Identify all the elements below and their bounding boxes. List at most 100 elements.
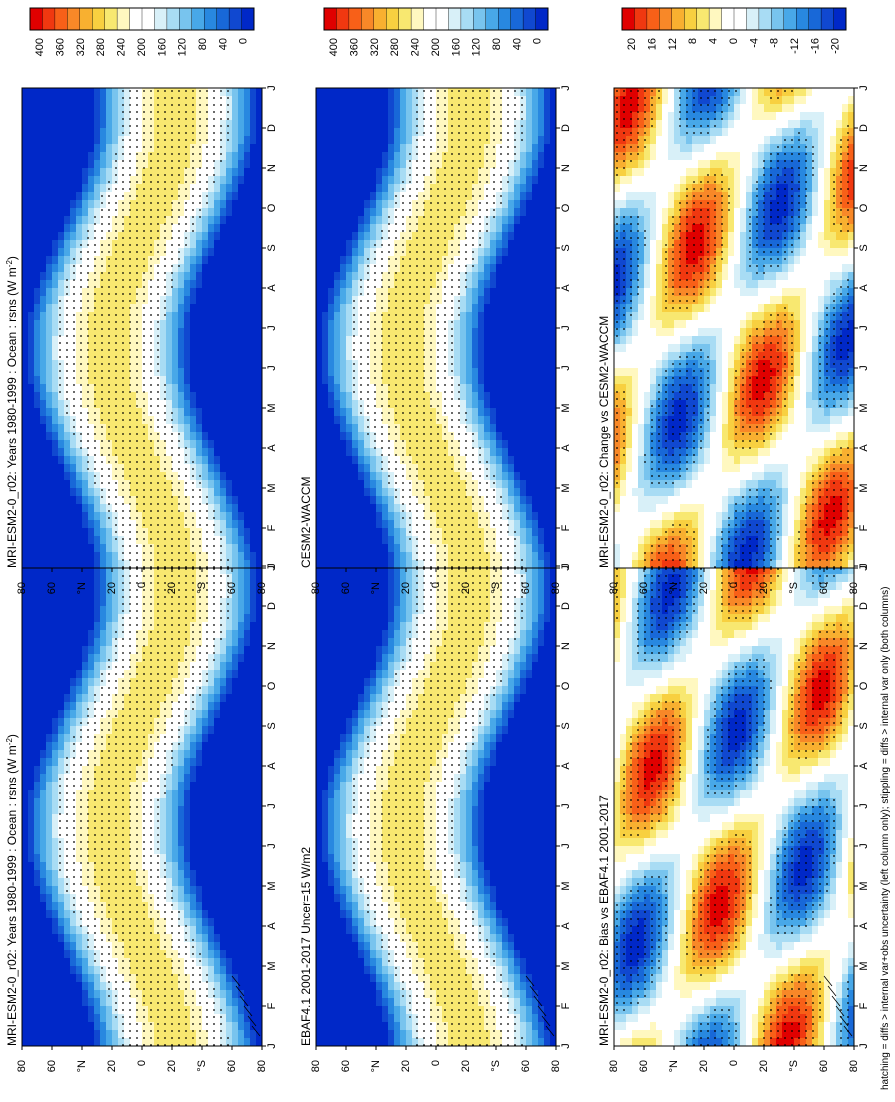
heatmap-cell bbox=[58, 934, 65, 943]
heatmap-cell bbox=[232, 782, 239, 791]
heatmap-cell bbox=[160, 416, 167, 425]
heatmap-cell bbox=[100, 982, 107, 991]
heatmap-cell bbox=[190, 742, 197, 751]
stipple-dot bbox=[213, 596, 215, 598]
heatmap-cell bbox=[88, 432, 95, 441]
heatmap-cell bbox=[112, 112, 119, 121]
stipple-dot bbox=[143, 1037, 145, 1039]
heatmap-cell bbox=[94, 918, 101, 927]
heatmap-cell bbox=[40, 590, 47, 599]
stipple-dot bbox=[192, 967, 194, 969]
month-tick-label: J bbox=[266, 563, 278, 569]
heatmap-cell bbox=[52, 750, 59, 759]
stipple-dot bbox=[143, 680, 145, 682]
stipple-dot bbox=[213, 652, 215, 654]
heatmap-cell bbox=[94, 702, 101, 711]
heatmap-cell bbox=[52, 488, 59, 497]
stipple-dot bbox=[122, 694, 124, 696]
heatmap-cell bbox=[52, 320, 59, 329]
stipple-dot bbox=[122, 610, 124, 612]
stipple-dot bbox=[122, 771, 124, 773]
stipple-dot bbox=[136, 1023, 138, 1025]
heatmap-cell bbox=[136, 240, 143, 249]
stipple-dot bbox=[136, 827, 138, 829]
heatmap-cell bbox=[172, 926, 179, 935]
heatmap-cell bbox=[40, 224, 47, 233]
heatmap-cell bbox=[220, 654, 227, 663]
heatmap-cell bbox=[118, 726, 125, 735]
heatmap-cell bbox=[76, 750, 83, 759]
heatmap-cell bbox=[88, 232, 95, 241]
heatmap-cell bbox=[40, 990, 47, 999]
stipple-dot bbox=[80, 897, 82, 899]
hatch-line bbox=[243, 1005, 253, 1017]
stipple-dot bbox=[129, 820, 131, 822]
heatmap-cell bbox=[172, 662, 179, 671]
heatmap-cell bbox=[244, 934, 251, 943]
stipple-dot bbox=[178, 652, 180, 654]
stipple-dot bbox=[115, 932, 117, 934]
heatmap-cell bbox=[178, 774, 185, 783]
stipple-dot bbox=[185, 652, 187, 654]
heatmap-cell bbox=[184, 1022, 191, 1031]
heatmap-cell bbox=[184, 998, 191, 1007]
heatmap-cell bbox=[46, 846, 53, 855]
heatmap-cell bbox=[106, 488, 113, 497]
heatmap-cell bbox=[106, 990, 113, 999]
heatmap-cell bbox=[154, 448, 161, 457]
heatmap-cell bbox=[88, 248, 95, 257]
heatmap-cell bbox=[238, 606, 245, 615]
heatmap-cell bbox=[160, 448, 167, 457]
heatmap-cell bbox=[70, 352, 77, 361]
stipple-dot bbox=[73, 736, 75, 738]
heatmap-cell bbox=[148, 790, 155, 799]
heatmap-cell bbox=[160, 678, 167, 687]
heatmap-cell bbox=[154, 574, 161, 583]
heatmap-cell bbox=[64, 1014, 71, 1023]
stipple-dot bbox=[199, 981, 201, 983]
stipple-dot bbox=[129, 589, 131, 591]
stipple-dot bbox=[73, 806, 75, 808]
heatmap-cell bbox=[202, 702, 209, 711]
heatmap-cell bbox=[220, 630, 227, 639]
heatmap-cell bbox=[136, 536, 143, 545]
heatmap-cell bbox=[28, 168, 35, 177]
heatmap-cell bbox=[130, 384, 137, 393]
heatmap-cell bbox=[94, 456, 101, 465]
heatmap-cell bbox=[130, 208, 137, 217]
heatmap-cell bbox=[160, 144, 167, 153]
stipple-dot bbox=[164, 575, 166, 577]
heatmap-cell bbox=[124, 424, 131, 433]
stipple-dot bbox=[143, 589, 145, 591]
heatmap-cell bbox=[82, 296, 89, 305]
heatmap-cell bbox=[100, 520, 107, 529]
heatmap-cell bbox=[106, 480, 113, 489]
heatmap-cell bbox=[58, 910, 65, 919]
heatmap-cell bbox=[82, 208, 89, 217]
heatmap-cell bbox=[244, 814, 251, 823]
heatmap-cell bbox=[22, 88, 29, 97]
heatmap-cell bbox=[256, 934, 263, 943]
heatmap-cell bbox=[46, 734, 53, 743]
stipple-dot bbox=[192, 596, 194, 598]
heatmap-cell bbox=[58, 344, 65, 353]
heatmap-cell bbox=[172, 870, 179, 879]
heatmap-cell bbox=[196, 958, 203, 967]
stipple-dot bbox=[66, 778, 68, 780]
stipple-dot bbox=[66, 799, 68, 801]
heatmap-cell bbox=[250, 630, 257, 639]
heatmap-cell bbox=[136, 1030, 143, 1039]
heatmap-cell bbox=[112, 614, 119, 623]
heatmap-cell bbox=[76, 910, 83, 919]
stipple-dot bbox=[80, 743, 82, 745]
stipple-dot bbox=[185, 1002, 187, 1004]
heatmap-cell bbox=[190, 878, 197, 887]
heatmap-cell bbox=[64, 440, 71, 449]
heatmap-cell bbox=[82, 88, 89, 97]
heatmap-cell bbox=[40, 766, 47, 775]
heatmap-cell bbox=[46, 982, 53, 991]
heatmap-cell bbox=[88, 822, 95, 831]
heatmap-cell bbox=[148, 256, 155, 265]
heatmap-cell bbox=[40, 152, 47, 161]
stipple-dot bbox=[122, 1030, 124, 1032]
